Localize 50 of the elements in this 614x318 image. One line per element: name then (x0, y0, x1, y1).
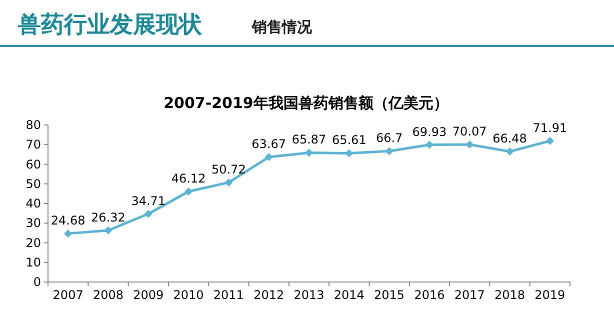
data-label: 69.93 (412, 124, 447, 139)
x-tick-label: 2011 (213, 288, 244, 302)
y-tick-label: 50 (26, 176, 41, 191)
x-tick-label: 2012 (254, 288, 284, 302)
data-label: 34.71 (131, 194, 166, 208)
x-tick-label: 2015 (374, 288, 405, 302)
data-label: 63.67 (252, 137, 286, 152)
x-tick-label: 2018 (494, 288, 526, 302)
point (144, 210, 152, 218)
y-tick-label: 80 (26, 118, 41, 132)
point (305, 148, 313, 157)
y-tick-label: 20 (26, 236, 41, 250)
x-tick-label: 2019 (534, 288, 566, 302)
point (546, 136, 554, 145)
y-tick-label: 10 (26, 255, 41, 270)
data-label: 71.91 (532, 120, 568, 135)
data-label: 26.32 (91, 210, 126, 224)
x-tick-label: 2013 (294, 288, 324, 302)
data-label: 50.72 (212, 162, 246, 176)
y-tick-label: 30 (26, 216, 41, 230)
data-label: 65.87 (292, 132, 326, 147)
x-tick-label: 2008 (92, 288, 124, 302)
y-tick-label: 70 (26, 138, 41, 152)
data-label: 24.68 (50, 214, 86, 228)
y-tick-label: 60 (26, 157, 41, 172)
point (64, 230, 72, 238)
y-tick-label: 40 (26, 196, 41, 210)
x-tick-label: 2017 (454, 288, 485, 302)
x-tick-label: 2009 (133, 288, 164, 302)
point (345, 149, 354, 158)
data-label: 65.61 (332, 133, 366, 148)
data-label: 66.7 (376, 131, 403, 146)
point (425, 140, 434, 149)
point (224, 178, 233, 186)
x-tick-label: 2014 (334, 288, 364, 302)
point (506, 148, 514, 156)
text: 兽药行业发展现状 (17, 12, 203, 38)
data-label: 66.48 (492, 132, 527, 146)
point (466, 140, 474, 148)
point (264, 153, 273, 162)
y-tick-label: 0 (33, 275, 41, 289)
text: 销售情况 (251, 18, 313, 36)
point (184, 187, 193, 196)
x-tick-label: 2007 (52, 288, 84, 302)
data-label: 46.12 (171, 171, 206, 186)
x-tick-label: 2010 (173, 288, 204, 302)
x-tick-label: 2016 (414, 288, 445, 302)
point (104, 226, 112, 234)
chart-title: 2007-2019年我国兽药销售额（亿美元） (164, 94, 448, 112)
data-label: 70.07 (452, 124, 487, 138)
